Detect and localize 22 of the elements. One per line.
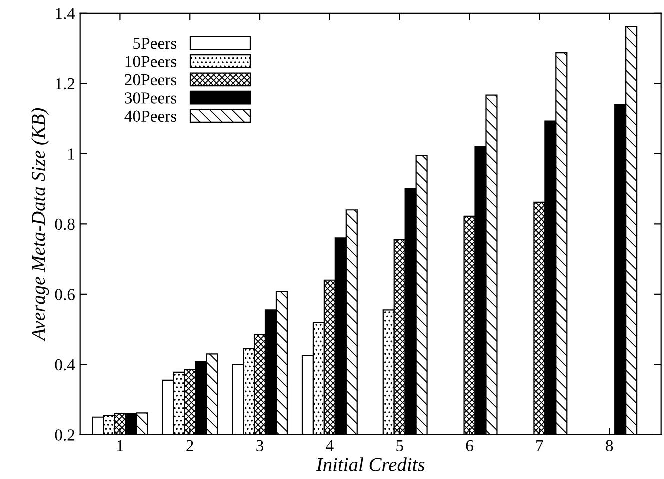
legend-label: 20Peers [125,74,177,86]
x-axis-title: Initial Credits [316,458,425,472]
legend-label: 40Peers [124,110,177,122]
x-tick-label: 5 [396,440,404,452]
y-tick-label: 0.8 [55,218,75,230]
x-tick-label: 8 [606,440,614,452]
y-tick-label: 1.4 [56,8,76,20]
y-tick-label: 0.6 [55,289,75,300]
x-tick-label: 1 [117,440,124,452]
legend-label: 30Peers [125,92,177,104]
x-tick-label: 2 [186,440,194,452]
y-tick-label: 1.2 [56,78,75,90]
x-tick-label: 7 [536,440,544,452]
y-tick-label: 0.4 [55,359,76,371]
legend-label: 10Peers [126,56,177,68]
y-tick-label: 0.2 [55,430,75,441]
x-tick-label: 6 [466,440,474,452]
x-tick-label: 3 [256,440,264,452]
y-axis-title: Average Meta-Data Size (KB) [31,108,50,342]
y-tick-label: 1 [68,148,74,160]
x-tick-label: 4 [326,440,334,452]
legend-label: 5Peers [134,38,177,50]
